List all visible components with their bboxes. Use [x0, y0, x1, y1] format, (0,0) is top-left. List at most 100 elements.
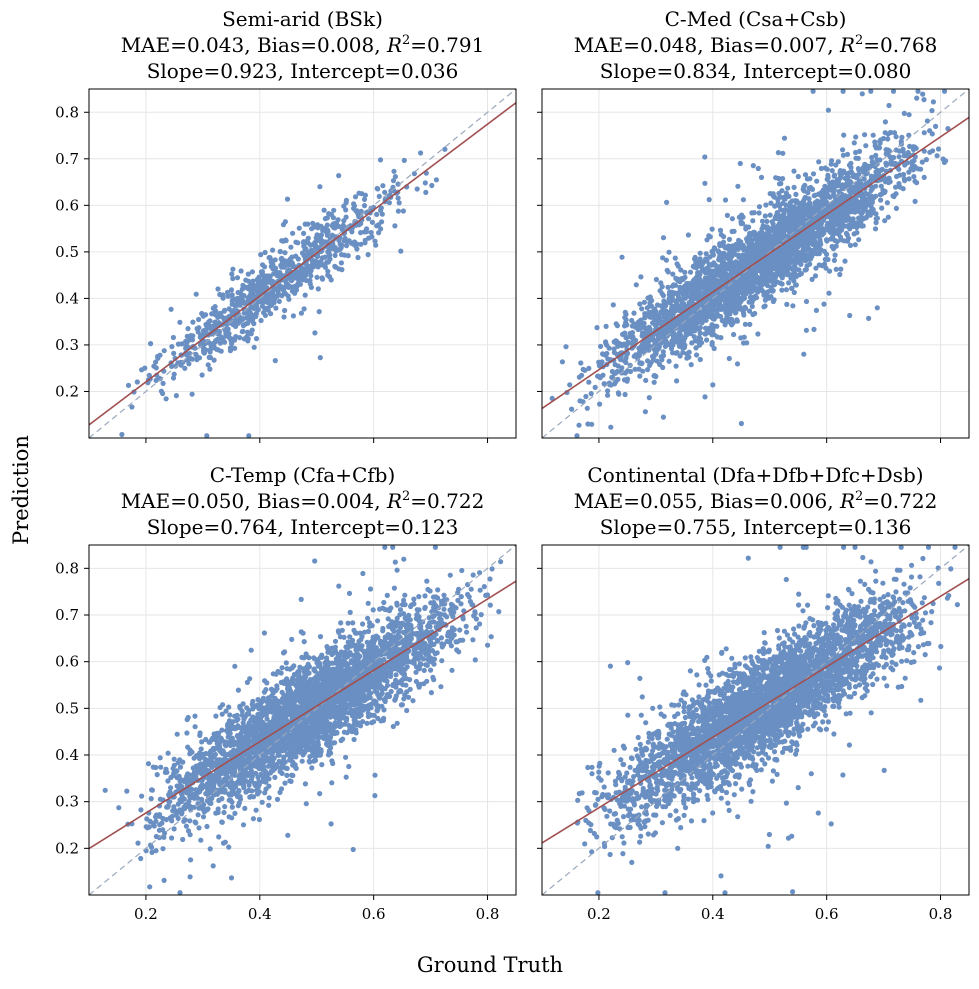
data-point [781, 196, 787, 202]
data-point [834, 177, 840, 183]
data-point [168, 306, 174, 312]
data-point [869, 184, 875, 190]
data-point [905, 150, 911, 156]
data-point [787, 220, 793, 227]
data-point [317, 355, 323, 361]
data-point [312, 243, 318, 249]
data-point [680, 349, 686, 355]
data-point [228, 287, 235, 293]
data-point [403, 682, 409, 688]
data-point [576, 422, 582, 428]
data-point [921, 97, 927, 103]
data-point [882, 119, 889, 125]
data-point [734, 317, 740, 323]
data-point [277, 249, 283, 255]
data-point [251, 305, 257, 312]
data-point [735, 246, 741, 252]
data-point [229, 308, 235, 314]
data-point [282, 219, 288, 225]
data-point [882, 218, 888, 224]
data-point [667, 300, 673, 306]
data-point [870, 132, 876, 138]
data-point [645, 367, 651, 373]
data-point [878, 197, 884, 203]
r-squared-symbol: R [839, 33, 855, 57]
data-point [799, 214, 805, 220]
data-point [869, 154, 875, 161]
data-point [688, 295, 694, 301]
data-point [707, 234, 713, 240]
data-point [763, 202, 769, 208]
data-point [579, 372, 585, 378]
data-point [663, 303, 669, 309]
data-point [888, 129, 894, 136]
data-point [341, 238, 347, 244]
data-point [810, 171, 817, 177]
data-point [676, 343, 683, 349]
data-point [601, 381, 608, 387]
data-point [283, 280, 289, 286]
data-point [600, 351, 606, 357]
data-point [488, 634, 494, 640]
data-point [837, 271, 843, 278]
data-point [198, 746, 204, 752]
data-point [737, 286, 743, 292]
data-point [708, 294, 714, 300]
data-point [613, 370, 619, 376]
data-point [296, 225, 302, 231]
fit-line [89, 102, 516, 426]
data-point [805, 252, 811, 258]
data-point [650, 308, 657, 315]
data-point [727, 311, 733, 317]
data-point [783, 287, 790, 293]
data-point [755, 331, 761, 337]
data-point [752, 310, 758, 317]
data-point [265, 273, 271, 279]
data-point [282, 780, 288, 786]
data-point [919, 159, 925, 165]
data-point [262, 249, 268, 256]
data-point [884, 200, 891, 206]
data-point [796, 267, 802, 273]
data-point [662, 312, 668, 318]
data-point [814, 206, 820, 212]
data-point [217, 310, 223, 316]
data-point [864, 198, 870, 205]
data-point [605, 356, 611, 362]
data-point [302, 266, 308, 272]
data-point [342, 252, 348, 258]
data-point [215, 286, 221, 292]
data-point [637, 301, 643, 307]
data-point [245, 338, 251, 344]
data-point [665, 269, 671, 275]
data-point [901, 153, 907, 159]
data-point [789, 247, 795, 253]
data-point [713, 262, 719, 268]
data-point [623, 311, 629, 317]
data-point [244, 285, 251, 291]
data-point [755, 165, 761, 172]
data-point [656, 315, 662, 321]
data-point [183, 338, 189, 344]
data-point [734, 361, 741, 367]
data-point [823, 199, 829, 205]
data-point [804, 176, 811, 182]
data-point [748, 271, 754, 277]
data-point [733, 269, 740, 275]
data-point [574, 433, 580, 438]
data-point [792, 198, 799, 204]
data-point [731, 331, 737, 338]
data-point [840, 152, 847, 158]
data-point [279, 259, 285, 265]
data-point [241, 310, 247, 316]
data-point [689, 340, 695, 346]
data-point [598, 343, 604, 349]
data-point [786, 193, 792, 199]
data-point [637, 373, 643, 379]
data-point [674, 350, 680, 356]
data-point [624, 351, 630, 358]
data-point [364, 226, 370, 232]
data-point [729, 265, 735, 271]
data-point [235, 687, 241, 693]
data-point [442, 146, 448, 152]
